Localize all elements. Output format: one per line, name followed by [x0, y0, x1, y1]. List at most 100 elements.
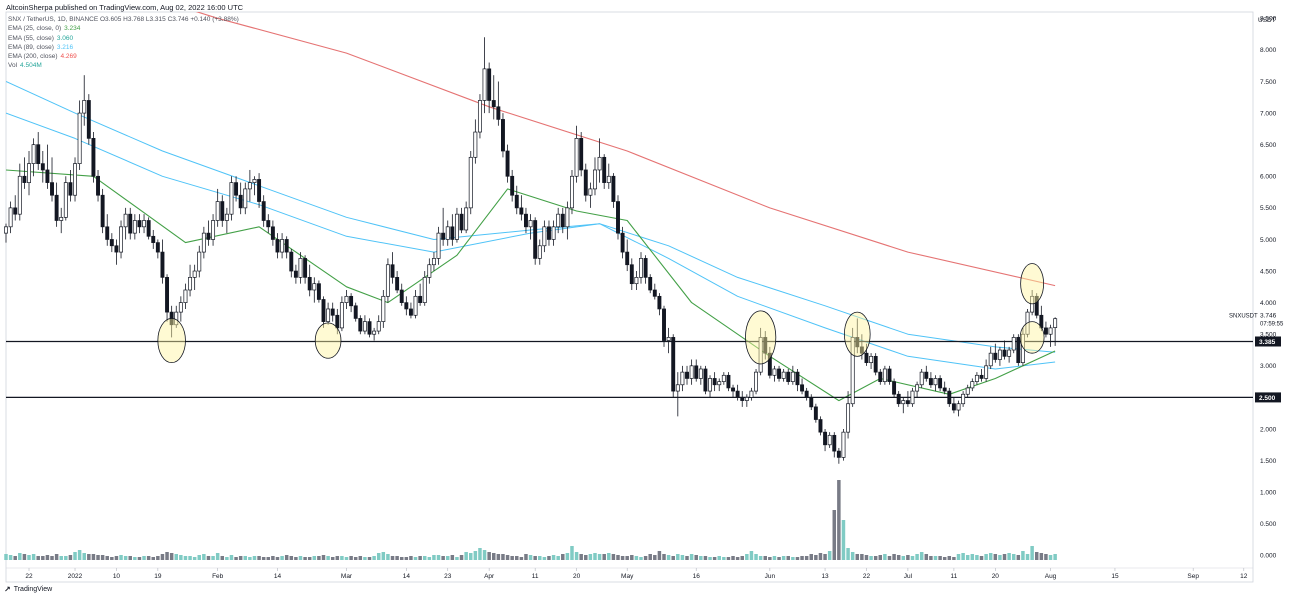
- candle-body: [270, 226, 275, 240]
- candle-body: [735, 390, 740, 398]
- tradingview-footer[interactable]: ↗︎ TradingView: [4, 585, 52, 594]
- last-price-countdown: 07:59:55: [1260, 322, 1284, 328]
- candle-body: [119, 226, 123, 253]
- candle-body: [804, 390, 809, 398]
- candle-body: [27, 163, 31, 183]
- volume-bar: [998, 555, 1002, 560]
- candle-body: [413, 295, 418, 316]
- legend-value: 4.504M: [20, 62, 42, 70]
- candle-body: [629, 264, 634, 285]
- candle-body: [376, 321, 381, 332]
- candle-body: [496, 106, 501, 120]
- volume-bar: [179, 555, 183, 560]
- legend-row[interactable]: EMA (89, close) 3.216: [8, 43, 239, 52]
- volume-bar: [110, 557, 114, 560]
- volume-bar: [73, 552, 77, 560]
- volume-bar: [151, 557, 155, 560]
- candle-body: [468, 156, 473, 209]
- y-tick-label: 6.000: [1260, 174, 1277, 181]
- candle-body: [399, 289, 404, 303]
- volume-bar: [814, 555, 818, 560]
- volume-bar: [607, 553, 611, 560]
- candle-body: [441, 232, 446, 240]
- candle-body: [924, 371, 929, 379]
- x-tick-label: 10: [113, 573, 121, 580]
- candle-body: [721, 374, 726, 382]
- volume-bar: [735, 557, 740, 560]
- volume-bar: [114, 556, 119, 560]
- x-tick-label: Jul: [904, 573, 913, 580]
- volume-bar: [841, 520, 846, 560]
- x-tick-label: 23: [444, 573, 452, 580]
- x-tick-label: Jun: [765, 573, 776, 580]
- volume-bar: [837, 480, 841, 560]
- candle-body: [500, 119, 505, 152]
- candle-body: [477, 100, 482, 133]
- candle-body: [965, 387, 970, 395]
- candle-body: [284, 239, 289, 253]
- volume-bar: [878, 555, 883, 560]
- volume-bar: [873, 556, 878, 560]
- legend-row[interactable]: EMA (25, close, 0) 3.234: [8, 24, 239, 33]
- volume-bar: [307, 557, 312, 560]
- volume-bar: [165, 552, 169, 560]
- candle-body: [1011, 337, 1016, 351]
- legend-row[interactable]: Vol 4.504M: [8, 61, 239, 70]
- volume-bar: [197, 555, 202, 560]
- volume-bar: [510, 556, 514, 560]
- candle-body: [1007, 349, 1012, 357]
- volume-bar: [740, 556, 744, 560]
- legend-label: EMA (89, close): [8, 43, 54, 51]
- candle-body: [275, 239, 280, 253]
- volume-bar: [1025, 554, 1030, 560]
- candle-body: [54, 194, 59, 221]
- candle-body: [634, 277, 639, 285]
- candle-body: [362, 321, 367, 332]
- volume-bar: [653, 555, 657, 560]
- volume-bar: [551, 555, 556, 560]
- x-tick-label: 14: [403, 573, 411, 580]
- volume-bar: [464, 552, 468, 560]
- candle-body: [229, 182, 234, 215]
- volume-bar: [846, 548, 850, 560]
- volume-bar: [1016, 555, 1021, 560]
- candle-body: [142, 220, 147, 228]
- x-tick-label: 15: [1111, 573, 1119, 580]
- candle-body: [896, 393, 901, 405]
- x-tick-label: Mar: [341, 573, 353, 580]
- volume-bar: [188, 556, 192, 560]
- candle-body: [280, 239, 285, 253]
- candle-body: [639, 258, 643, 278]
- volume-bar: [910, 556, 915, 560]
- candle-body: [537, 245, 542, 259]
- candle-body: [188, 277, 193, 291]
- volume-bar: [409, 556, 413, 560]
- volume-bar: [864, 555, 869, 560]
- candle-body: [31, 144, 36, 164]
- volume-bar: [18, 553, 22, 560]
- volume-bar: [395, 556, 399, 560]
- volume-bar: [579, 554, 583, 560]
- candle-body: [841, 431, 846, 458]
- candle-body: [50, 182, 54, 196]
- volume-bar: [36, 556, 40, 560]
- volume-bar: [59, 556, 63, 560]
- candle-body: [689, 365, 694, 379]
- candle-body: [8, 207, 13, 228]
- candle-body: [326, 308, 331, 322]
- y-tick-label: 5.500: [1260, 205, 1277, 212]
- x-tick-label: 19: [154, 573, 162, 580]
- y-tick-label: 4.500: [1260, 268, 1277, 275]
- candle-body: [77, 112, 82, 164]
- y-tick-label: 8.500: [1260, 16, 1277, 23]
- legend-row[interactable]: EMA (55, close) 3.060: [8, 34, 239, 43]
- volume-bar: [689, 554, 694, 560]
- candle-body: [744, 397, 749, 401]
- candle-body: [491, 100, 496, 108]
- candle-body: [4, 226, 8, 234]
- highlight-circle: [157, 318, 186, 364]
- candle-body: [565, 207, 570, 228]
- volume-bar: [722, 557, 726, 560]
- legend-row[interactable]: EMA (200, close) 4.269: [8, 52, 239, 61]
